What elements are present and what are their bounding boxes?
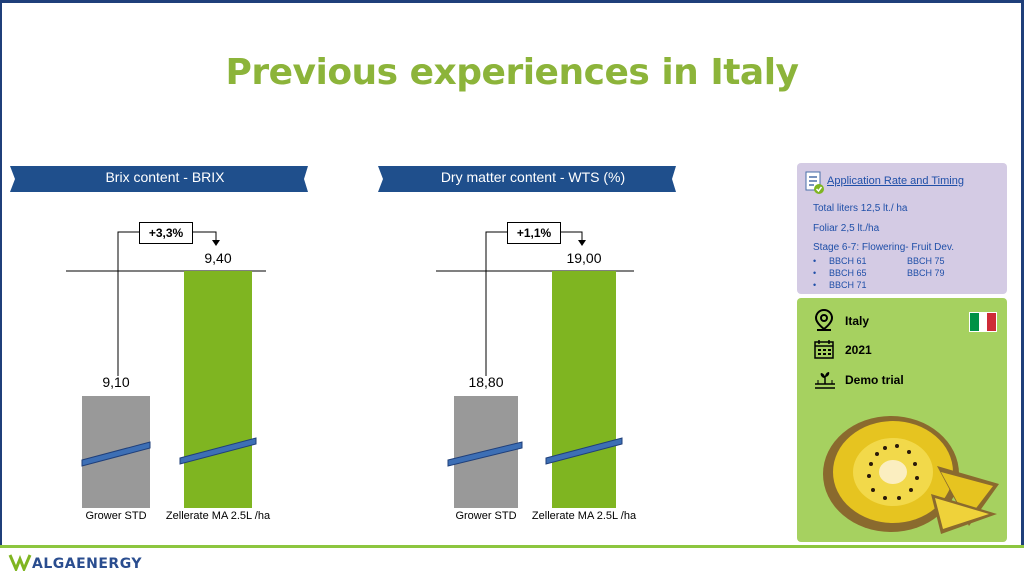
- category-label-zellerate: Zellerate MA 2.5L /ha: [531, 510, 637, 522]
- frame-right: [1021, 0, 1024, 548]
- bbch-bullet: •: [813, 280, 817, 290]
- axis-break-grower: [447, 441, 523, 467]
- location-pin-icon: [814, 308, 834, 331]
- trial-info-panel: Italy 2021 Demo trial: [797, 298, 1007, 542]
- value-label-grower: 18,80: [468, 374, 504, 390]
- frame-bottom: [0, 545, 1024, 548]
- chart-title-banner: [10, 166, 308, 192]
- delta-arrow: [559, 231, 583, 243]
- trial-type-label: Demo trial: [845, 373, 904, 387]
- delta-arrowhead: [212, 240, 220, 246]
- delta-arrowhead: [578, 240, 586, 246]
- dry-matter-chart: Dry matter content - WTS (%) +1,1% 18,80…: [376, 160, 686, 540]
- dry-matter-chart-canvas: [378, 166, 676, 508]
- bar-zellerate: [184, 271, 252, 508]
- bbch-bullet: •: [813, 256, 817, 266]
- delta-arrow: [191, 231, 217, 243]
- checklist-icon: [805, 171, 824, 194]
- axis-break-grower: [81, 441, 151, 467]
- kiwi-fruit-image: [823, 416, 999, 534]
- application-info-panel: Application Rate and Timing Total liters…: [797, 163, 1007, 294]
- delta-label: +3,3%: [139, 222, 193, 244]
- bar-zellerate: [552, 271, 616, 508]
- bbch-item: BBCH 79: [907, 268, 945, 278]
- foliar-rate: Foliar 2,5 lt./ha: [813, 223, 880, 234]
- category-label-grower: Grower STD: [85, 510, 147, 522]
- value-label-grower: 9,10: [102, 374, 130, 390]
- category-label-zellerate: Zellerate MA 2.5L /ha: [165, 510, 271, 522]
- field-trial-icon: [815, 372, 835, 389]
- application-rate-link[interactable]: Application Rate and Timing: [827, 175, 964, 187]
- delta-connector: [485, 231, 507, 376]
- bbch-item: BBCH 61: [829, 256, 867, 266]
- country-label: Italy: [845, 314, 870, 328]
- value-label-zellerate: 9,40: [204, 250, 232, 266]
- italy-flag-icon: [969, 312, 997, 332]
- page-title: Previous experiences in Italy: [225, 52, 799, 93]
- brand-name: ALGAENERGY: [32, 556, 143, 572]
- bbch-item: BBCH 71: [829, 280, 867, 290]
- frame-top: [0, 0, 1024, 3]
- algaenergy-logo-icon: [8, 554, 32, 571]
- axis-break-zellerate: [545, 437, 623, 465]
- total-liters: Total liters 12,5 lt./ ha: [813, 203, 908, 214]
- chart-title: Brix content - BRIX: [105, 169, 225, 185]
- delta-connector: [117, 231, 139, 376]
- chart-title: Dry matter content - WTS (%): [440, 169, 626, 185]
- chart-title-banner: [378, 166, 676, 192]
- bbch-bullet: •: [813, 268, 817, 278]
- calendar-icon: [814, 340, 834, 359]
- year-label: 2021: [845, 343, 872, 357]
- value-label-zellerate: 19,00: [566, 250, 602, 266]
- bbch-item: BBCH 75: [907, 256, 945, 266]
- category-label-grower: Grower STD: [455, 510, 517, 522]
- axis-break-zellerate: [179, 437, 257, 465]
- stage-text: Stage 6-7: Flowering- Fruit Dev.: [813, 242, 954, 253]
- bbch-item: BBCH 65: [829, 268, 867, 278]
- brix-chart: Brix content - BRIX +3,3% 9,10 9,40 Grow…: [8, 160, 318, 540]
- brix-chart-canvas: [10, 166, 308, 508]
- delta-label: +1,1%: [507, 222, 561, 244]
- frame-left: [0, 0, 2, 548]
